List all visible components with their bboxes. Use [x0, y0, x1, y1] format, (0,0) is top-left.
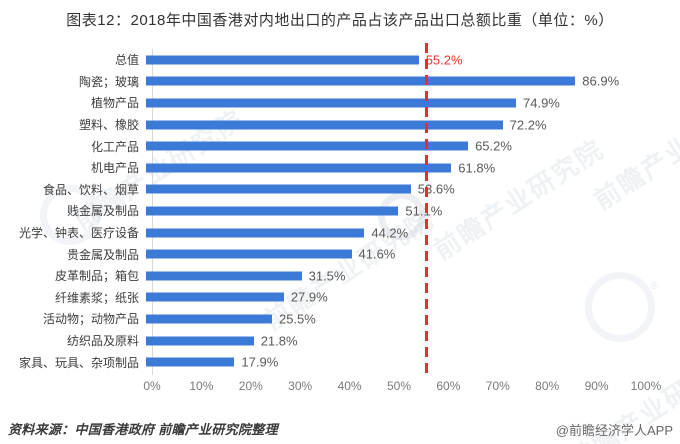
x-tick-label: 10%	[189, 379, 214, 393]
bar-row: 化工产品 65.2%	[0, 135, 680, 157]
value-label: 72.2%	[509, 117, 547, 133]
x-tick-label: 60%	[436, 379, 461, 393]
chart-title: 图表12：2018年中国香港对内地出口的产品占该产品出口总额比重（单位：%）	[66, 12, 614, 29]
bar-track: 51.1%	[146, 200, 640, 222]
bar[interactable]	[146, 292, 284, 302]
bar-row: 食品、饮料、烟草 53.6%	[0, 179, 680, 201]
category-label: 塑料、橡胶	[78, 118, 139, 133]
bar-track: 25.5%	[146, 308, 640, 330]
value-label: 41.6%	[358, 246, 396, 262]
value-label: 53.6%	[417, 181, 455, 197]
category-label: 植物产品	[90, 96, 139, 111]
bar-row: 活动物；动物产品 25.5%	[0, 308, 680, 330]
source-note: 资料来源：中国香港政府 前瞻产业研究院整理	[8, 422, 278, 437]
bar-track: 27.9%	[146, 287, 640, 309]
bar[interactable]	[146, 120, 503, 130]
bar-row: 贵金属及制品 41.6%	[0, 243, 680, 265]
value-label: 25.5%	[278, 311, 316, 327]
bar[interactable]	[146, 98, 516, 108]
reference-line	[424, 43, 428, 376]
bar-row: 家具、玩具、杂项制品 17.9%	[0, 351, 680, 373]
x-tick-label: 90%	[584, 379, 609, 393]
x-tick-label: 30%	[288, 379, 313, 393]
x-tick-label: 100%	[630, 379, 662, 393]
bar[interactable]	[146, 271, 302, 281]
bar-rows: 总值 55.2% 陶瓷；玻璃 86.9% 植物产品 74.9% 塑料、橡胶 72.2% 化工产品…	[0, 49, 680, 373]
category-label: 陶瓷；玻璃	[78, 74, 139, 89]
bar[interactable]	[146, 206, 399, 216]
bar-track: 21.8%	[146, 330, 640, 352]
bar[interactable]	[146, 141, 469, 151]
category-label: 机电产品	[90, 161, 139, 176]
value-label: 17.9%	[241, 354, 279, 370]
category-label: 食品、饮料、烟草	[42, 182, 139, 197]
x-tick-label: 0%	[143, 379, 161, 393]
bar-row: 植物产品 74.9%	[0, 92, 680, 114]
x-tick-label: 80%	[535, 379, 560, 393]
bar[interactable]	[146, 228, 365, 238]
bar[interactable]	[146, 336, 254, 346]
bar-track: 44.2%	[146, 222, 640, 244]
value-label: 27.9%	[290, 289, 328, 305]
bar-track: 17.9%	[146, 351, 640, 373]
x-axis: 0% 10% 20% 30% 40% 50% 60% 70% 80% 90% 100%	[143, 379, 661, 395]
bar-track: 55.2%	[146, 49, 640, 71]
bar[interactable]	[146, 163, 452, 173]
category-label: 总值	[114, 53, 139, 68]
x-tick-label: 50%	[386, 379, 412, 393]
category-label: 贱金属及制品	[66, 204, 139, 219]
x-tick-label: 70%	[485, 379, 510, 393]
bar-track: 65.2%	[146, 135, 640, 157]
bar-row: 皮革制品；箱包 31.5%	[0, 265, 680, 287]
bar-row: 总值 55.2%	[0, 49, 680, 71]
bar-row: 机电产品 61.8%	[0, 157, 680, 179]
credit-note: @前瞻经济学人APP	[555, 423, 673, 438]
bar[interactable]	[146, 184, 411, 194]
value-label: 74.9%	[523, 95, 560, 111]
bar-track: 31.5%	[146, 265, 640, 287]
bar-row: 纤维素浆；纸张 27.9%	[0, 287, 680, 309]
bar-row: 陶瓷；玻璃 86.9%	[0, 71, 680, 93]
category-label: 皮革制品；箱包	[54, 269, 139, 284]
value-label: 61.8%	[458, 160, 496, 176]
bar[interactable]	[146, 249, 352, 259]
bar-row: 光学、钟表、医疗设备 44.2%	[0, 222, 680, 244]
value-label: 65.2%	[475, 138, 512, 154]
value-label: 44.2%	[371, 225, 409, 241]
x-tick-label: 20%	[238, 379, 263, 393]
bar-track: 61.8%	[146, 157, 640, 179]
bar-track: 41.6%	[146, 243, 640, 265]
value-label: 31.5%	[308, 268, 346, 284]
bar-row: 塑料、橡胶 72.2%	[0, 114, 680, 136]
bar-track: 86.9%	[146, 71, 640, 93]
category-label: 纺织品及原料	[66, 334, 139, 349]
bar[interactable]	[146, 55, 419, 65]
value-label: 51.1%	[405, 203, 442, 218]
value-label: 86.9%	[582, 73, 620, 89]
bar-track: 53.6%	[146, 179, 640, 201]
category-label: 家具、玩具、杂项制品	[18, 355, 139, 370]
bar[interactable]	[146, 357, 235, 367]
bar-track: 72.2%	[146, 114, 640, 136]
value-label: 21.8%	[260, 333, 298, 349]
x-tick-label: 40%	[337, 379, 362, 393]
bar-row: 纺织品及原料 21.8%	[0, 330, 680, 352]
bar-track: 74.9%	[146, 92, 640, 114]
category-label: 光学、钟表、医疗设备	[18, 226, 139, 241]
value-label: 55.2%	[425, 52, 463, 68]
bar[interactable]	[146, 76, 576, 86]
bar[interactable]	[146, 314, 272, 324]
category-label: 贵金属及制品	[66, 247, 139, 262]
bar-row: 贱金属及制品 51.1%	[0, 200, 680, 222]
category-label: 化工产品	[90, 139, 139, 154]
category-label: 活动物；动物产品	[42, 312, 139, 327]
category-label: 纤维素浆；纸张	[54, 290, 139, 305]
